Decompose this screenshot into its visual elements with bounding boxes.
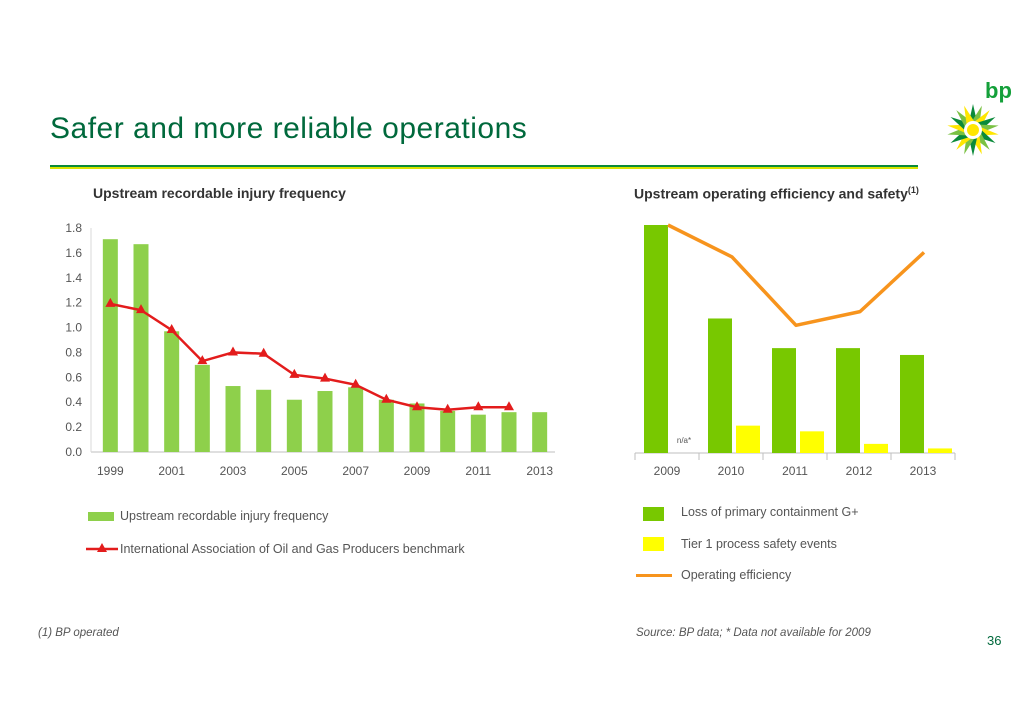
left-y-tick-label: 1.2 bbox=[65, 296, 82, 310]
left-x-tick-label: 2005 bbox=[281, 464, 308, 478]
left-y-tick-label: 1.8 bbox=[65, 221, 82, 235]
benchmark-marker-2012 bbox=[504, 401, 514, 411]
legend-label-injury: Upstream recordable injury frequency bbox=[120, 509, 329, 523]
brand-text: bp bbox=[985, 78, 1012, 103]
loss-bar-2009 bbox=[644, 225, 668, 453]
left-x-tick-label: 2009 bbox=[404, 464, 431, 478]
injury-bar-2012 bbox=[501, 412, 517, 452]
injury-bar-2001 bbox=[164, 331, 180, 452]
loss-bar-2011 bbox=[772, 348, 796, 453]
right-chart: n/a* 2009 2010 2011 2012 2013 bbox=[634, 223, 956, 478]
benchmark-marker-2003 bbox=[228, 346, 238, 356]
footnote-right: Source: BP data; * Data not available fo… bbox=[636, 627, 871, 639]
legend-swatch-injury bbox=[88, 512, 114, 521]
left-chart-title: Upstream recordable injury frequency bbox=[93, 185, 346, 201]
left-x-tick-label: 2007 bbox=[342, 464, 369, 478]
benchmark-marker-2006 bbox=[320, 372, 330, 382]
right-x-tick-label: 2012 bbox=[846, 464, 873, 478]
benchmark-marker-1999 bbox=[105, 297, 116, 307]
slide-title: Safer and more reliable operations bbox=[50, 112, 528, 145]
legend-label-benchmark: International Association of Oil and Gas… bbox=[120, 542, 465, 556]
tier1-bar-2012 bbox=[864, 443, 888, 453]
legend-label-loss: Loss of primary containment G+ bbox=[681, 505, 859, 519]
right-x-tick-label: 2013 bbox=[910, 464, 937, 478]
efficiency-line bbox=[667, 223, 926, 328]
tier1-na-label: n/a* bbox=[677, 436, 691, 445]
legend-label-tier1: Tier 1 process safety events bbox=[681, 537, 837, 551]
benchmark-marker-2004 bbox=[258, 347, 269, 357]
injury-bar-2006 bbox=[317, 391, 333, 452]
injury-bar-2010 bbox=[440, 410, 456, 452]
bp-helios-logo bbox=[947, 104, 999, 156]
tier1-bar-2011 bbox=[800, 431, 824, 453]
injury-bar-2002 bbox=[194, 364, 210, 452]
tier1-bar-2010 bbox=[736, 425, 760, 453]
right-chart-title: Upstream operating efficiency and safety… bbox=[634, 185, 919, 202]
left-y-tick-label: 0.4 bbox=[65, 395, 82, 409]
right-chart-title-superscript: (1) bbox=[907, 185, 919, 195]
left-y-tick-label: 0.6 bbox=[65, 370, 82, 384]
logo-ray bbox=[977, 130, 996, 143]
left-y-tick-label: 0.0 bbox=[65, 445, 82, 459]
tier1-bar-2013 bbox=[928, 448, 952, 453]
legend-swatch-efficiency bbox=[636, 574, 672, 577]
injury-bar-2004 bbox=[256, 389, 272, 452]
footnote-left: (1) BP operated bbox=[38, 627, 119, 639]
loss-bar-2012 bbox=[836, 348, 860, 453]
left-y-tick-label: 1.6 bbox=[65, 246, 82, 260]
left-y-tick-label: 1.4 bbox=[65, 271, 82, 285]
injury-bar-2003 bbox=[225, 386, 241, 452]
left-x-tick-label: 2003 bbox=[220, 464, 247, 478]
benchmark-marker-2008 bbox=[381, 393, 392, 403]
benchmark-marker-2011 bbox=[473, 401, 484, 411]
logo-ray bbox=[964, 105, 975, 124]
benchmark-marker-2005 bbox=[289, 368, 300, 378]
left-y-tick-label: 1.0 bbox=[65, 321, 82, 335]
right-x-tick-label: 2009 bbox=[654, 464, 681, 478]
loss-bar-2010 bbox=[708, 318, 732, 453]
left-x-tick-label: 2011 bbox=[465, 464, 491, 478]
legend-swatch-tier1 bbox=[643, 537, 664, 551]
page-number: 36 bbox=[987, 633, 1002, 648]
benchmark-marker-2002 bbox=[197, 355, 208, 365]
title-underline bbox=[50, 165, 918, 169]
loss-bar-2013 bbox=[900, 354, 924, 453]
left-x-tick-label: 2013 bbox=[526, 464, 553, 478]
left-chart: 0.0 0.2 0.4 0.6 0.8 1.0 1.2 1.4 1.6 1.8 1999 2001 20… bbox=[65, 221, 555, 478]
legend-swatch-loss bbox=[643, 507, 664, 521]
injury-bar-2008 bbox=[378, 399, 394, 452]
logo-ray bbox=[950, 117, 969, 130]
left-y-tick-label: 0.2 bbox=[65, 420, 82, 434]
benchmark-marker-2000 bbox=[136, 304, 146, 314]
injury-bar-2011 bbox=[470, 414, 486, 452]
right-x-tick-label: 2010 bbox=[718, 464, 745, 478]
benchmark-marker-2009 bbox=[412, 401, 422, 411]
injury-bar-1999 bbox=[102, 239, 118, 452]
legend-swatch-benchmark bbox=[86, 543, 118, 552]
benchmark-marker-2007 bbox=[350, 378, 361, 388]
injury-bar-2000 bbox=[133, 244, 149, 452]
injury-bar-2013 bbox=[532, 412, 548, 452]
injury-bar-2009 bbox=[409, 403, 425, 452]
benchmark-marker-2001 bbox=[166, 324, 177, 334]
right-x-tick-label: 2011 bbox=[782, 464, 808, 478]
left-x-tick-label: 2001 bbox=[158, 464, 185, 478]
legend-label-efficiency: Operating efficiency bbox=[681, 568, 792, 582]
injury-bar-2005 bbox=[286, 399, 302, 452]
benchmark-marker-2010 bbox=[442, 403, 453, 413]
right-chart-title-text: Upstream operating efficiency and safety bbox=[634, 185, 908, 202]
benchmark-line bbox=[110, 302, 509, 411]
left-x-tick-label: 1999 bbox=[97, 464, 124, 478]
injury-bar-2007 bbox=[348, 387, 364, 452]
left-y-tick-label: 0.8 bbox=[65, 345, 82, 359]
